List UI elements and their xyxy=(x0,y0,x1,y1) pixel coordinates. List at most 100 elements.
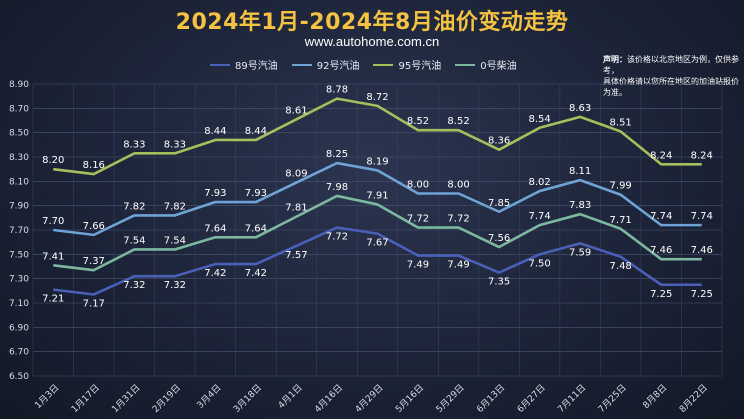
data-label-s2-8: 8.72 xyxy=(366,92,388,103)
data-label-s2-3: 8.33 xyxy=(164,139,186,150)
data-label-s1-6: 8.09 xyxy=(285,169,307,180)
x-tick-label-9: 5月16日 xyxy=(393,382,426,415)
y-tick-label-11: 8.70 xyxy=(9,104,29,114)
data-label-s3-14: 7.71 xyxy=(610,215,632,226)
x-tick-label-12: 6月27日 xyxy=(515,382,548,415)
data-label-s0-0: 7.21 xyxy=(42,294,64,305)
data-label-s0-9: 7.49 xyxy=(407,260,429,271)
legend-swatch-95 xyxy=(373,63,394,66)
data-label-s3-9: 7.72 xyxy=(407,214,429,225)
data-label-s2-6: 8.61 xyxy=(285,105,307,116)
chart-subtitle: www.autohome.com.cn xyxy=(304,34,440,49)
data-label-s0-4: 7.42 xyxy=(204,268,226,279)
data-label-s3-8: 7.91 xyxy=(366,190,388,201)
data-label-s0-10: 7.49 xyxy=(447,260,469,271)
data-label-s2-12: 8.54 xyxy=(528,114,550,125)
data-label-s0-7: 7.72 xyxy=(326,232,348,243)
legend-label-92: 92号汽油 xyxy=(316,61,360,72)
y-tick-label-1: 6.70 xyxy=(9,348,29,358)
series-line-2 xyxy=(53,97,702,176)
data-label-s0-11: 7.35 xyxy=(488,277,510,288)
legend-item-95: 95号汽油 xyxy=(373,57,441,72)
data-label-s1-5: 7.93 xyxy=(245,188,267,199)
data-label-s1-10: 8.00 xyxy=(447,180,469,191)
y-tick-label-5: 7.50 xyxy=(9,250,29,260)
legend-label-89: 89号汽油 xyxy=(235,61,278,72)
data-label-s0-14: 7.48 xyxy=(610,261,632,272)
x-tick-label-5: 3月18日 xyxy=(231,382,264,415)
data-label-s3-4: 7.64 xyxy=(204,223,226,234)
data-label-s0-2: 7.32 xyxy=(123,280,145,291)
data-label-s3-3: 7.54 xyxy=(164,235,186,246)
y-tick-label-12: 8.90 xyxy=(9,80,29,90)
x-tick-label-6: 4月1日 xyxy=(276,382,305,411)
x-tick-label-2: 1月31日 xyxy=(110,382,143,415)
data-label-s0-15: 7.25 xyxy=(650,289,672,300)
data-label-s2-13: 8.63 xyxy=(569,103,591,114)
data-label-s0-16: 7.25 xyxy=(691,289,713,300)
x-tick-label-16: 8月22日 xyxy=(677,382,710,415)
data-label-s1-11: 7.85 xyxy=(488,198,510,209)
legend-item-89: 89号汽油 xyxy=(210,57,278,72)
y-tick-label-0: 6.50 xyxy=(9,372,29,382)
data-label-s3-0: 7.41 xyxy=(42,251,64,262)
legend-label-diesel: 0号柴油 xyxy=(480,61,517,72)
disclaimer-line2: 具体价格请以您所在地区的加油站报价为准。 xyxy=(603,77,739,97)
y-tick-label-3: 7.10 xyxy=(9,299,29,309)
data-label-s2-9: 8.52 xyxy=(407,116,429,127)
data-label-s0-5: 7.42 xyxy=(245,268,267,279)
data-label-s1-9: 8.00 xyxy=(407,180,429,191)
data-label-s2-10: 8.52 xyxy=(447,116,469,127)
data-label-s0-12: 7.50 xyxy=(528,258,550,269)
data-label-s2-7: 8.78 xyxy=(326,85,348,96)
x-tick-label-3: 2月19日 xyxy=(150,382,183,415)
data-label-s2-5: 8.44 xyxy=(245,126,267,137)
data-label-s1-13: 8.11 xyxy=(569,166,591,177)
data-label-s3-1: 7.37 xyxy=(83,256,105,267)
data-label-s1-16: 7.74 xyxy=(691,211,713,222)
x-tick-label-7: 4月16日 xyxy=(312,382,345,415)
y-tick-label-6: 7.70 xyxy=(9,226,29,236)
disclaimer-line1: 该价格以北京地区为例，仅供参考， xyxy=(603,55,739,75)
data-label-s1-2: 7.82 xyxy=(123,201,145,212)
data-label-s0-3: 7.32 xyxy=(164,280,186,291)
legend-swatch-89 xyxy=(210,63,230,66)
x-tick-label-15: 8月8日 xyxy=(641,382,670,411)
data-label-s1-15: 7.74 xyxy=(650,211,672,222)
y-tick-label-2: 6.90 xyxy=(9,323,29,333)
legend-item-diesel: 0号柴油 xyxy=(455,57,517,72)
data-label-s2-4: 8.44 xyxy=(204,126,226,137)
data-label-s0-8: 7.67 xyxy=(366,238,388,249)
data-label-s1-3: 7.82 xyxy=(164,201,186,212)
legend-swatch-92 xyxy=(291,63,312,66)
data-label-s1-0: 7.70 xyxy=(42,216,64,227)
data-label-s1-4: 7.93 xyxy=(204,188,226,199)
data-label-s3-15: 7.46 xyxy=(650,245,672,256)
data-label-s0-6: 7.57 xyxy=(285,250,307,261)
legend-item-92: 92号汽油 xyxy=(291,57,360,72)
data-label-s3-7: 7.98 xyxy=(326,182,348,193)
data-label-s0-13: 7.59 xyxy=(569,247,591,258)
x-tick-label-0: 1月3日 xyxy=(33,382,62,411)
x-tick-label-13: 7月11日 xyxy=(556,382,589,415)
data-label-s2-15: 8.24 xyxy=(650,150,672,161)
x-tick-label-4: 3月4日 xyxy=(195,382,224,411)
x-tick-label-8: 4月29日 xyxy=(353,382,386,415)
disclaimer-label: 声明： xyxy=(603,55,627,64)
legend: 89号汽油 92号汽油 95号汽油 0号柴油 xyxy=(210,57,517,72)
legend-swatch-diesel xyxy=(455,63,476,66)
x-tick-label-14: 7月25日 xyxy=(596,382,629,415)
chart-title: 2024年1月-2024年8月油价变动走势 xyxy=(175,10,569,35)
data-label-s2-11: 8.36 xyxy=(488,136,510,147)
y-tick-label-10: 8.50 xyxy=(9,129,29,139)
data-label-s3-6: 7.81 xyxy=(285,203,307,214)
data-label-s3-2: 7.54 xyxy=(123,235,145,246)
data-label-s2-2: 8.33 xyxy=(123,139,145,150)
x-tick-label-11: 6月13日 xyxy=(475,382,508,415)
data-label-s1-7: 8.25 xyxy=(326,149,348,160)
data-label-s2-16: 8.24 xyxy=(691,150,713,161)
data-label-s1-1: 7.66 xyxy=(83,221,105,232)
data-label-s3-13: 7.83 xyxy=(569,200,591,211)
